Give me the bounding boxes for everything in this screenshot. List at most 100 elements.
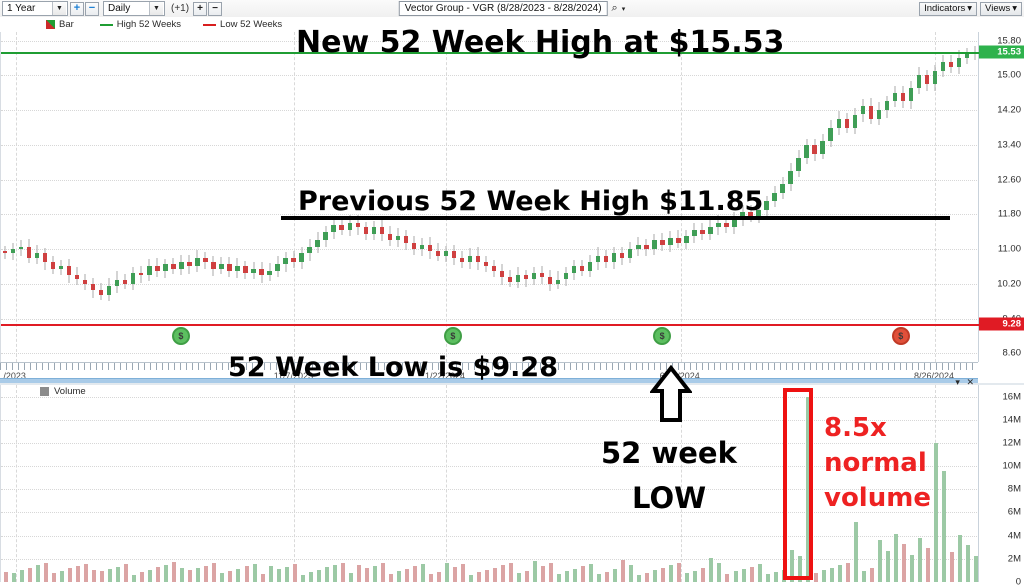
price-axis[interactable]: 15.80 15.00 14.20 13.40 12.60 11.80 11.00 10.20… bbox=[978, 32, 1024, 362]
line-swatch-icon bbox=[99, 23, 113, 26]
volume-bar bbox=[84, 563, 89, 582]
candle-body bbox=[26, 246, 32, 258]
volume-bar bbox=[525, 570, 530, 582]
price-candle bbox=[163, 32, 168, 362]
price-candle bbox=[972, 32, 978, 362]
chevron-down-icon[interactable]: ▼ bbox=[149, 2, 163, 15]
price-axis-tick-label: 11.80 bbox=[997, 208, 1021, 220]
price-candle bbox=[507, 32, 513, 362]
volume-bar bbox=[805, 396, 810, 582]
price-candle bbox=[732, 32, 737, 362]
volume-axis[interactable]: 16M 14M 12M 10M 8M 6M 4M 2M 0 bbox=[978, 385, 1024, 588]
candle-body bbox=[371, 227, 376, 234]
dividend-marker[interactable]: $ bbox=[171, 326, 190, 345]
annotation-52-week-low-line1: 52 week bbox=[601, 436, 737, 470]
legend-item-bar[interactable]: Bar bbox=[46, 19, 74, 30]
candle-body bbox=[107, 286, 112, 295]
candle-body bbox=[171, 264, 176, 269]
candle-body bbox=[499, 270, 505, 278]
price-candle bbox=[179, 32, 184, 362]
candle-body bbox=[99, 290, 104, 295]
volume-bar bbox=[621, 559, 626, 582]
zoom-in-button[interactable]: + bbox=[70, 1, 84, 16]
volume-bar bbox=[396, 571, 401, 582]
price-axis-tick-label: 8.60 bbox=[1002, 347, 1022, 359]
volume-bar bbox=[685, 573, 690, 582]
views-button[interactable]: Views ▾ bbox=[980, 1, 1022, 16]
volume-bar bbox=[204, 565, 209, 582]
volume-panel-controls[interactable]: ▾ ✕ bbox=[955, 377, 974, 388]
price-gridline bbox=[1, 144, 979, 146]
price-gridline bbox=[1, 214, 979, 216]
date-axis-label: /2023 bbox=[3, 371, 26, 381]
price-candle bbox=[2, 32, 8, 362]
volume-chart-pane[interactable] bbox=[0, 385, 979, 582]
price-candle bbox=[948, 32, 954, 362]
interval-step-down-button[interactable]: − bbox=[208, 1, 223, 16]
volume-bar bbox=[100, 571, 105, 582]
price-candle bbox=[676, 32, 681, 362]
price-candle bbox=[451, 32, 457, 362]
volume-bar bbox=[12, 572, 17, 582]
volume-axis-tick-label: 2M bbox=[1007, 553, 1021, 565]
dividend-marker[interactable]: $ bbox=[653, 326, 672, 345]
dividend-marker[interactable]: $ bbox=[443, 326, 462, 345]
indicators-button[interactable]: Indicators ▾ bbox=[919, 1, 978, 16]
price-candle bbox=[604, 32, 609, 362]
volume-bar bbox=[765, 574, 770, 582]
close-icon[interactable]: ✕ bbox=[966, 377, 974, 387]
price-candle bbox=[299, 32, 304, 362]
volume-bar bbox=[861, 570, 866, 582]
interval-step-up-button[interactable]: + bbox=[193, 1, 208, 16]
volume-bar bbox=[797, 556, 802, 582]
dividend-marker[interactable]: $ bbox=[891, 326, 910, 345]
search-dropdown-icon[interactable]: ▾ bbox=[621, 5, 626, 13]
symbol-input[interactable]: Vector Group - VGR (8/28/2023 - 8/28/202… bbox=[398, 1, 608, 16]
zoom-out-button[interactable]: − bbox=[85, 1, 99, 16]
candle-body bbox=[900, 92, 906, 102]
price-candle bbox=[852, 32, 857, 362]
volume-bar bbox=[709, 557, 714, 582]
price-gridline bbox=[1, 40, 979, 42]
legend-item-high-52-weeks[interactable]: High 52 Weeks bbox=[99, 19, 181, 30]
chevron-down-icon[interactable]: ▾ bbox=[955, 377, 960, 387]
price-candle bbox=[427, 32, 433, 362]
candle-body bbox=[307, 246, 312, 254]
candle-body bbox=[588, 262, 593, 271]
volume-axis-tick-label: 0 bbox=[1015, 576, 1021, 588]
volume-bar bbox=[637, 574, 642, 582]
search-icon[interactable]: ⌕ bbox=[611, 2, 618, 14]
interval-dropdown[interactable]: Daily ▼ bbox=[103, 1, 165, 16]
candle-body bbox=[692, 229, 697, 237]
volume-bar bbox=[829, 567, 834, 582]
chevron-down-icon[interactable]: ▼ bbox=[52, 2, 66, 15]
period-dropdown[interactable]: 1 Year ▼ bbox=[2, 1, 68, 16]
price-candle bbox=[796, 32, 801, 362]
pane-divider[interactable] bbox=[0, 383, 1024, 385]
candle-body bbox=[563, 272, 569, 280]
candle-body bbox=[163, 264, 168, 271]
price-candle bbox=[259, 32, 264, 362]
price-chart-pane[interactable]: $ $ $ $ bbox=[0, 32, 979, 362]
price-candle bbox=[355, 32, 360, 362]
price-candle bbox=[443, 32, 449, 362]
volume-bar bbox=[493, 567, 497, 582]
volume-bar bbox=[300, 574, 305, 582]
volume-bar bbox=[813, 572, 818, 582]
price-candle bbox=[924, 32, 930, 362]
price-candle bbox=[828, 32, 833, 362]
price-candle bbox=[740, 32, 745, 362]
volume-bar bbox=[268, 566, 273, 582]
volume-bar bbox=[885, 550, 890, 582]
volume-bar bbox=[653, 570, 658, 582]
legend-item-low-52-weeks[interactable]: Low 52 Weeks bbox=[203, 19, 282, 30]
date-gridline bbox=[445, 385, 447, 582]
candle-body bbox=[491, 266, 497, 271]
volume-axis-tick-label: 10M bbox=[1002, 460, 1021, 472]
annotation-volume-spike-line1: 8.5x bbox=[824, 413, 887, 443]
price-axis-tick-label: 13.40 bbox=[997, 139, 1021, 151]
volume-bar bbox=[549, 563, 554, 582]
volume-bar bbox=[236, 568, 241, 582]
volume-bar bbox=[773, 572, 778, 582]
candle-body bbox=[291, 257, 296, 263]
